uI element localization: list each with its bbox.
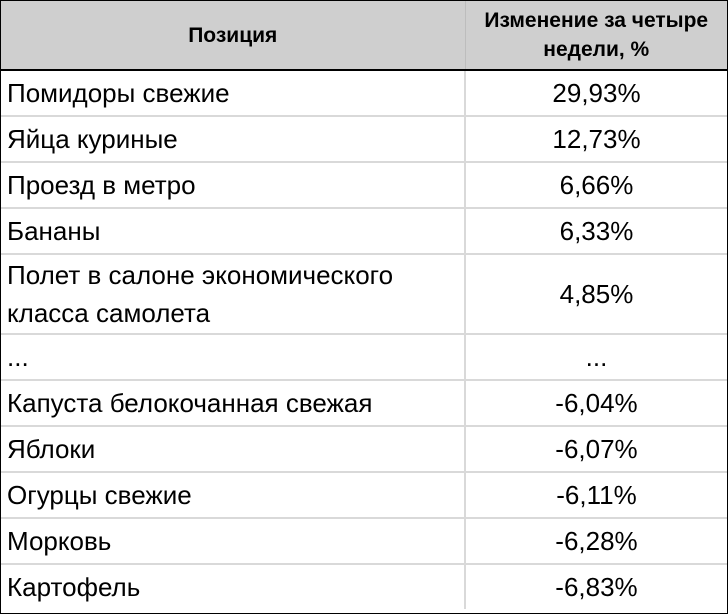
change-cell: ... (465, 334, 727, 381)
position-cell: ... (1, 334, 466, 381)
position-cell: Огурцы свежие (1, 472, 466, 519)
position-cell: Яблоки (1, 426, 466, 473)
position-cell: Бананы (1, 208, 466, 255)
table-row-ellipsis: ... ... (1, 334, 727, 381)
change-cell: 29,93% (465, 70, 727, 117)
column-header-position: Позиция (1, 1, 466, 71)
column-header-change: Изменение за четыре недели, % (465, 1, 727, 71)
position-cell: Капуста белокочанная свежая (1, 380, 466, 427)
position-cell: Полет в салоне экономического класса сам… (1, 254, 466, 335)
position-cell: Яйца куриные (1, 116, 466, 163)
header-row: Позиция Изменение за четыре недели, % (1, 1, 727, 71)
table-row: Яйца куриные 12,73% (1, 116, 727, 163)
table-row: Полет в салоне экономического класса сам… (1, 254, 727, 335)
change-cell: 6,33% (465, 208, 727, 255)
table-row: Морковь -6,28% (1, 518, 727, 565)
change-cell: 4,85% (465, 254, 727, 335)
table-row: Помидоры свежие 29,93% (1, 70, 727, 117)
change-cell: -6,11% (465, 472, 727, 519)
change-cell: -6,83% (555, 572, 638, 602)
table-row: Яблоки -6,07% (1, 426, 727, 473)
table-row: Проезд в метро 6,66% (1, 162, 727, 209)
change-cell: -6,07% (465, 426, 727, 473)
position-cell: Помидоры свежие (1, 70, 466, 117)
table-row: Огурцы свежие -6,11% (1, 472, 727, 519)
change-cell: 12,73% (465, 116, 727, 163)
table-row: Бананы 6,33% (1, 208, 727, 255)
table-row: Картофель -6,83% (1, 564, 727, 609)
position-cell: Морковь (1, 518, 466, 565)
table-row: Капуста белокочанная свежая -6,04% (1, 380, 727, 427)
change-cell: -6,04% (465, 380, 727, 427)
position-cell: Проезд в метро (1, 162, 466, 209)
change-cell: -6,28% (465, 518, 727, 565)
change-cell: 6,66% (465, 162, 727, 209)
position-cell: Картофель (1, 564, 466, 609)
